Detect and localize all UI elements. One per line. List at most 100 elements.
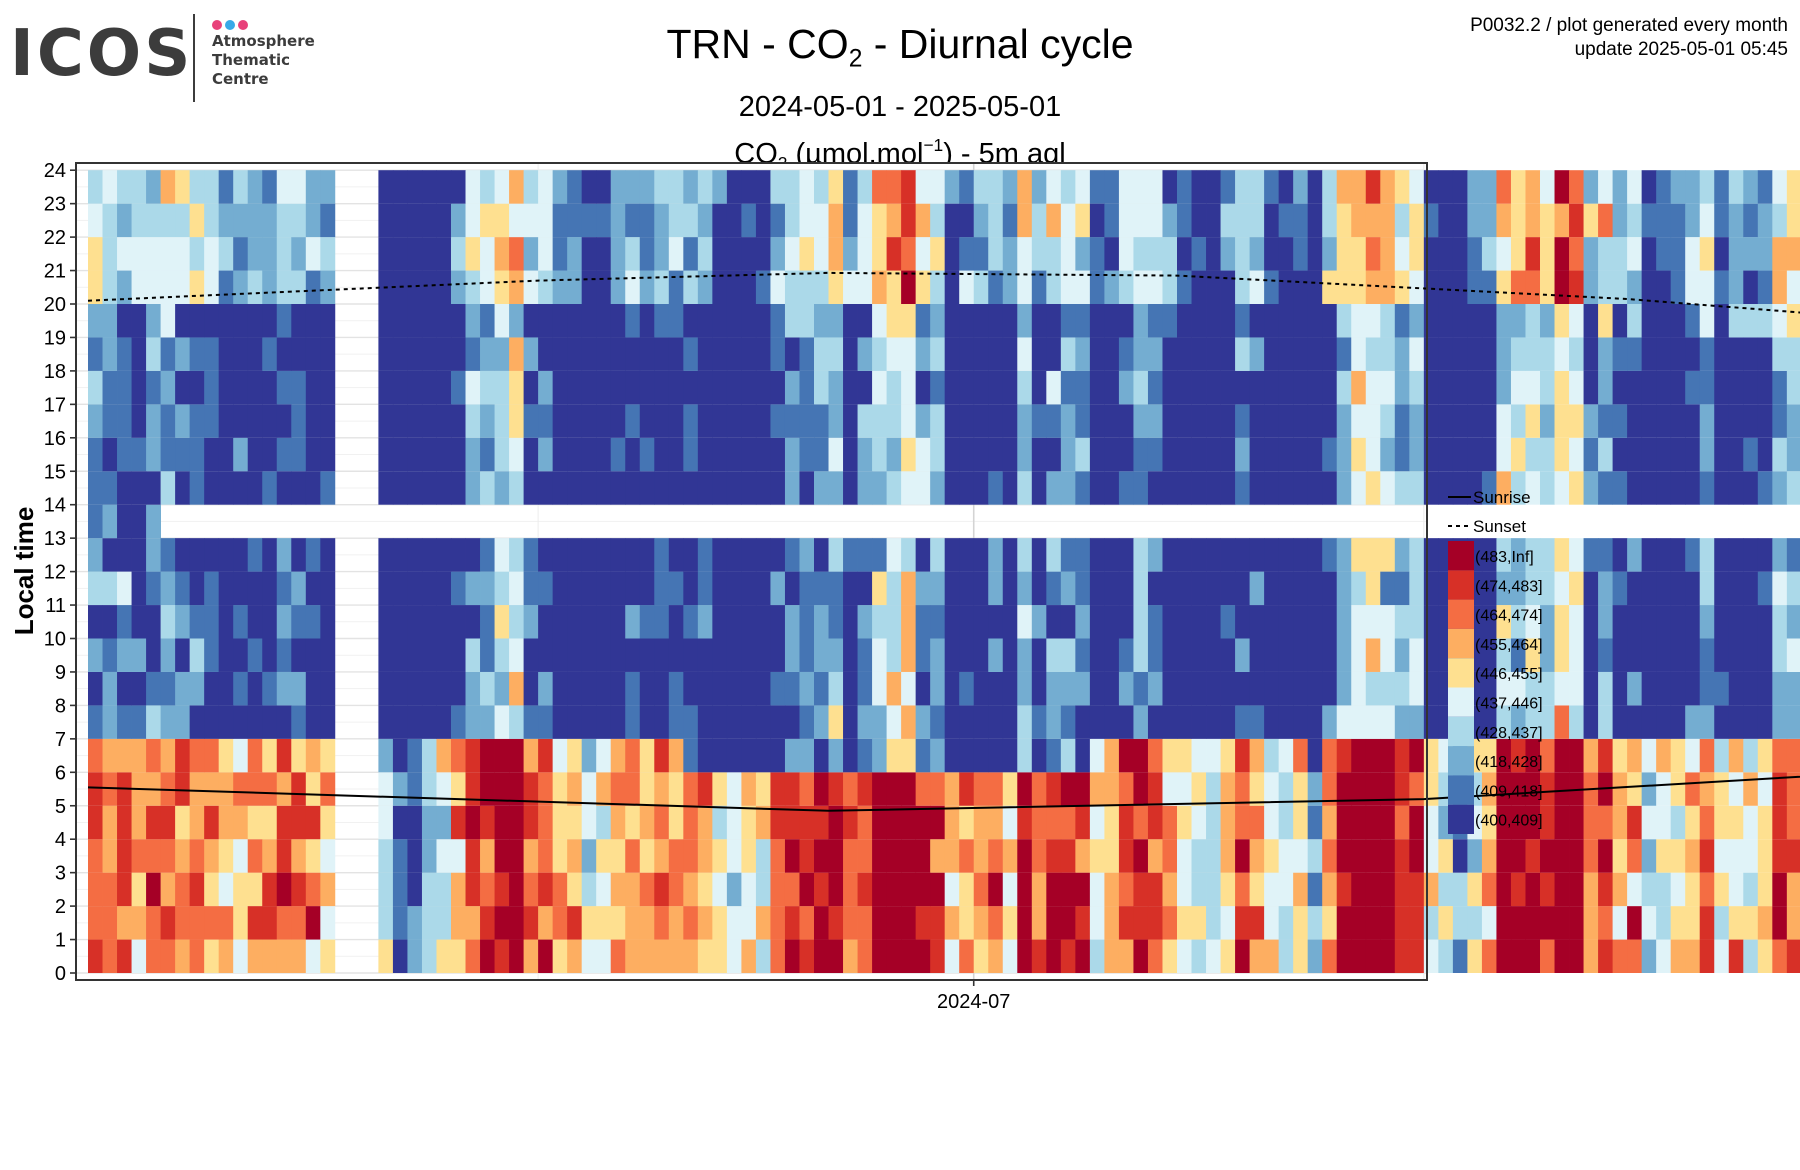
heatmap-cell bbox=[1510, 270, 1526, 304]
heatmap-cell bbox=[1728, 170, 1744, 204]
heatmap-cell bbox=[654, 370, 670, 405]
heatmap-cell bbox=[451, 370, 466, 405]
heatmap-cell bbox=[654, 404, 670, 438]
heatmap-cell bbox=[480, 337, 495, 371]
heatmap-cell bbox=[523, 270, 539, 304]
heatmap-cell bbox=[625, 738, 641, 773]
heatmap-cell bbox=[1728, 370, 1744, 405]
heatmap-cell bbox=[421, 939, 437, 973]
heatmap-cell bbox=[1336, 738, 1352, 773]
heatmap-cell bbox=[1438, 404, 1454, 438]
heatmap-cell bbox=[726, 872, 742, 907]
heatmap-cell bbox=[654, 437, 670, 472]
heatmap-cell bbox=[1249, 437, 1265, 472]
heatmap-cell bbox=[959, 605, 975, 639]
heatmap-cell bbox=[1162, 939, 1178, 973]
heatmap-cell bbox=[1409, 939, 1425, 973]
heatmap-cell bbox=[480, 738, 495, 773]
heatmap-cell bbox=[915, 270, 931, 304]
heatmap-cell bbox=[886, 671, 902, 706]
heatmap-cell bbox=[1177, 705, 1192, 739]
heatmap-cell bbox=[451, 705, 466, 739]
heatmap-cell bbox=[1394, 304, 1410, 338]
heatmap-cell bbox=[1307, 337, 1323, 371]
heatmap-cell bbox=[320, 805, 336, 840]
heatmap-cell bbox=[102, 939, 118, 973]
heatmap-cell bbox=[1438, 839, 1454, 873]
heatmap-cell bbox=[262, 738, 278, 773]
heatmap-cell bbox=[1191, 772, 1207, 806]
heatmap-cell bbox=[901, 939, 917, 973]
heatmap-cell bbox=[494, 638, 510, 672]
heatmap-cell bbox=[1510, 638, 1526, 672]
heatmap-cell bbox=[1510, 370, 1526, 405]
heatmap-cell bbox=[465, 237, 481, 271]
heatmap-cell bbox=[1685, 906, 1701, 940]
heatmap-cell bbox=[683, 203, 699, 238]
heatmap-cell bbox=[1496, 671, 1512, 706]
heatmap-cell bbox=[1046, 270, 1062, 304]
heatmap-cell bbox=[1177, 772, 1192, 806]
heatmap-cell bbox=[102, 337, 118, 371]
heatmap-cell bbox=[988, 538, 1004, 572]
heatmap-cell bbox=[1351, 437, 1367, 472]
heatmap-cell bbox=[654, 471, 670, 505]
heatmap-cell bbox=[944, 337, 960, 371]
heatmap-cell bbox=[1046, 671, 1062, 706]
heatmap-cell bbox=[1336, 571, 1352, 606]
heatmap-cell bbox=[1728, 738, 1744, 773]
heatmap-cell bbox=[581, 638, 597, 672]
heatmap-cell bbox=[1220, 839, 1236, 873]
heatmap-cell bbox=[1786, 939, 1800, 973]
heatmap-cell bbox=[1162, 270, 1178, 304]
heatmap-cell bbox=[683, 671, 699, 706]
heatmap-cell bbox=[1104, 304, 1120, 338]
heatmap-cell bbox=[1162, 538, 1178, 572]
heatmap-cell bbox=[1685, 738, 1701, 773]
heatmap-cell bbox=[88, 839, 103, 873]
heatmap-cell bbox=[117, 471, 132, 505]
heatmap-cell bbox=[610, 571, 626, 606]
heatmap-cell bbox=[872, 705, 887, 739]
heatmap-cell bbox=[915, 471, 931, 505]
heatmap-cell bbox=[915, 170, 931, 204]
heatmap-cell bbox=[233, 337, 249, 371]
heatmap-cell bbox=[1540, 605, 1555, 639]
heatmap-cell bbox=[1525, 605, 1541, 639]
heatmap-cell bbox=[1380, 605, 1396, 639]
heatmap-cell bbox=[843, 170, 858, 204]
heatmap-cell bbox=[1612, 705, 1628, 739]
heatmap-cell bbox=[175, 337, 191, 371]
heatmap-cell bbox=[1075, 872, 1091, 907]
heatmap-cell bbox=[726, 906, 742, 940]
heatmap-cell bbox=[567, 671, 583, 706]
heatmap-cell bbox=[988, 605, 1004, 639]
heatmap-cell bbox=[1191, 872, 1207, 907]
heatmap-cell bbox=[247, 471, 263, 505]
heatmap-cell bbox=[1481, 671, 1497, 706]
heatmap-cell bbox=[828, 939, 844, 973]
heatmap-cell bbox=[1104, 437, 1120, 472]
heatmap-cell bbox=[1772, 805, 1788, 840]
heatmap-cell bbox=[814, 237, 829, 271]
heatmap-cell bbox=[1351, 237, 1367, 271]
heatmap-cell bbox=[1481, 705, 1497, 739]
heatmap-cell bbox=[204, 337, 220, 371]
heatmap-cell bbox=[1206, 939, 1221, 973]
heatmap-cell bbox=[1510, 203, 1526, 238]
heatmap-cell bbox=[320, 437, 336, 472]
heatmap-cell bbox=[857, 705, 873, 739]
heatmap-cell bbox=[1075, 772, 1091, 806]
heatmap-cell bbox=[523, 237, 539, 271]
heatmap-cell bbox=[131, 304, 147, 338]
heatmap-cell bbox=[799, 170, 815, 204]
heatmap-cell bbox=[1104, 538, 1120, 572]
heatmap-cell bbox=[799, 203, 815, 238]
heatmap-cell bbox=[596, 772, 612, 806]
heatmap-cell bbox=[1322, 538, 1338, 572]
heatmap-cell bbox=[175, 671, 191, 706]
heatmap-cell bbox=[596, 571, 612, 606]
heatmap-cell bbox=[320, 471, 336, 505]
heatmap-cell bbox=[726, 738, 742, 773]
heatmap-cell bbox=[305, 805, 321, 840]
